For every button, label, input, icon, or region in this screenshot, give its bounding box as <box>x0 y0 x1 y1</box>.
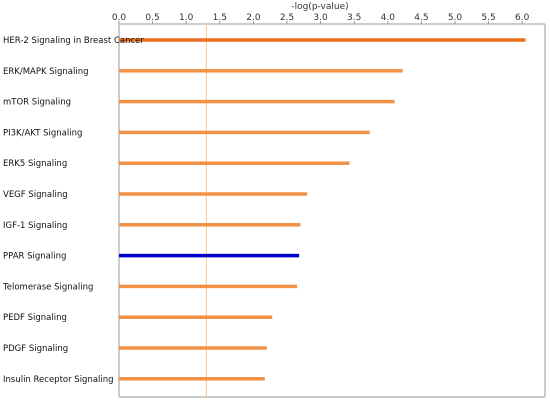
bar <box>119 69 403 73</box>
bar <box>119 161 350 165</box>
x-tick-label: 3.0 <box>313 13 328 23</box>
category-label: PI3K/AKT Signaling <box>3 128 82 138</box>
x-tick-label: 5.0 <box>448 13 463 23</box>
x-tick-label: 5.5 <box>481 13 495 23</box>
plot-frame <box>118 23 546 398</box>
x-tick-label: 4.5 <box>414 13 428 23</box>
x-tick-label: 1.5 <box>213 13 227 23</box>
category-label: HER-2 Signaling in Breast Cancer <box>3 36 144 46</box>
category-label: VEGF Signaling <box>3 190 68 200</box>
category-label: ERK/MAPK Signaling <box>3 67 89 77</box>
x-tick-label: 4.0 <box>381 13 396 23</box>
x-tick-label: 2.0 <box>246 13 261 23</box>
bar <box>119 130 370 135</box>
category-labels-group: HER-2 Signaling in Breast Cancer ERK/MAPK… <box>2 36 144 385</box>
x-tick-label: 1.0 <box>179 13 194 23</box>
category-label: PDGF Signaling <box>3 344 68 354</box>
category-label: PPAR Signaling <box>3 252 66 262</box>
bar <box>119 223 301 227</box>
x-tick-label: 0.0 <box>112 13 127 23</box>
x-tick-label: 3.5 <box>347 13 361 23</box>
bar <box>119 346 267 350</box>
category-label: mTOR Signaling <box>3 98 71 108</box>
x-axis-ticks: 0.0 0.5 1.0 1.5 2.0 2.5 3.0 3.5 4.0 4.5 5.0 5.5 6.0 <box>112 13 530 24</box>
bar <box>119 253 300 258</box>
category-label: IGF-1 Signaling <box>3 221 67 231</box>
bar <box>119 192 308 196</box>
x-tick-label: 0.5 <box>145 13 159 23</box>
category-label: PEDF Signaling <box>3 313 67 323</box>
category-label: ERK5 Signaling <box>3 159 67 169</box>
x-tick-label: 2.5 <box>280 13 294 23</box>
bars-group <box>119 38 526 381</box>
category-label: Telomerase Signaling <box>2 282 93 292</box>
x-axis-title: -log(p-value) <box>291 2 348 12</box>
bar <box>119 38 526 42</box>
bar <box>119 284 298 289</box>
category-label: Insulin Receptor Signaling <box>3 375 114 385</box>
bar <box>119 99 395 104</box>
bar <box>119 377 265 381</box>
bar <box>119 315 273 319</box>
x-tick-label: 6.0 <box>515 13 530 23</box>
